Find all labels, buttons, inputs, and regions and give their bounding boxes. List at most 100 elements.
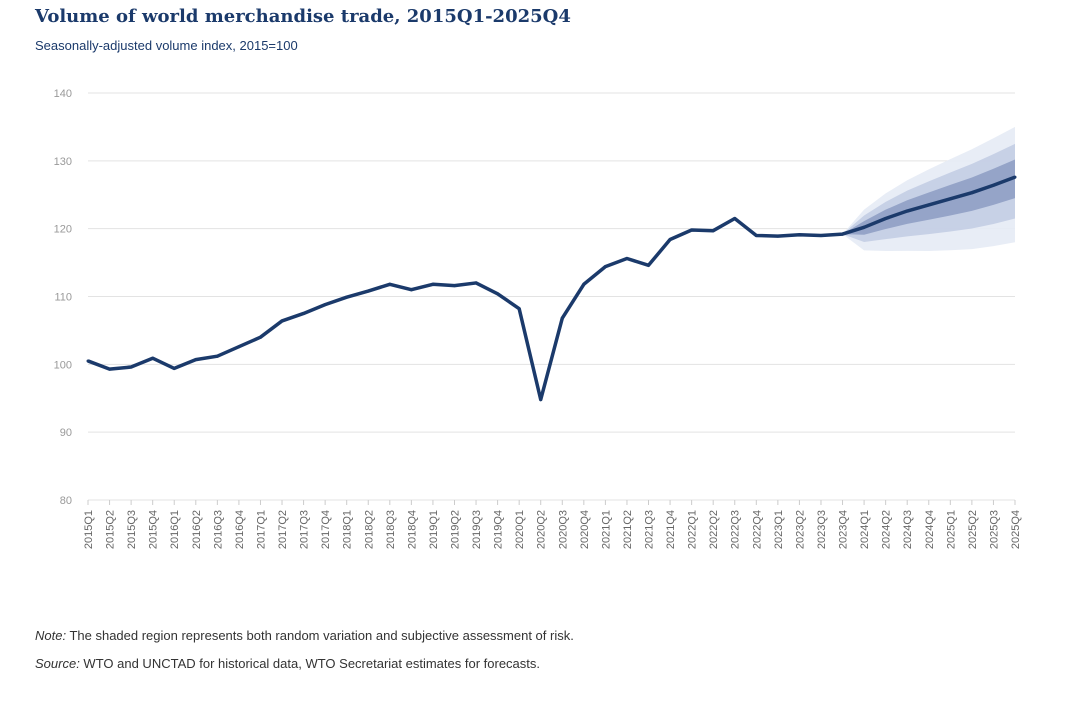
x-tick-label: 2020Q4 — [579, 510, 591, 549]
data-point — [948, 197, 952, 201]
data-point — [215, 354, 219, 358]
y-tick-label: 140 — [54, 88, 72, 100]
data-point — [280, 319, 284, 323]
data-point — [323, 303, 327, 307]
x-tick-label: 2018Q3 — [385, 510, 397, 549]
x-tick-label: 2021Q3 — [644, 510, 656, 549]
data-point — [151, 356, 155, 360]
x-tick-label: 2019Q3 — [471, 510, 483, 549]
data-point — [905, 209, 909, 213]
x-tick-label: 2017Q4 — [320, 510, 332, 549]
x-tick-label: 2024Q1 — [859, 510, 871, 549]
x-tick-label: 2018Q1 — [342, 510, 354, 549]
x-tick-label: 2017Q2 — [277, 510, 289, 549]
data-point — [474, 281, 478, 285]
data-point — [776, 234, 780, 238]
data-point — [711, 229, 715, 233]
x-tick-label: 2015Q2 — [105, 510, 117, 549]
source-label: Source: — [35, 656, 80, 671]
x-tick-label: 2024Q2 — [881, 510, 893, 549]
x-tick-label: 2015Q4 — [148, 510, 160, 549]
x-tick-label: 2023Q3 — [816, 510, 828, 549]
y-tick-label: 120 — [54, 224, 72, 236]
y-tick-label: 80 — [60, 495, 72, 507]
x-tick-label: 2023Q1 — [773, 510, 785, 549]
data-point — [970, 191, 974, 195]
x-tick-label: 2022Q3 — [730, 510, 742, 549]
data-point — [409, 288, 413, 292]
x-tick-label: 2025Q2 — [967, 510, 979, 549]
data-point — [539, 398, 543, 402]
x-tick-label: 2024Q4 — [924, 510, 936, 549]
x-tick-label: 2021Q2 — [622, 510, 634, 549]
x-tick-label: 2016Q1 — [169, 510, 181, 549]
data-point — [517, 307, 521, 311]
data-point — [647, 263, 651, 267]
x-tick-label: 2016Q4 — [234, 510, 246, 549]
data-point — [862, 225, 866, 229]
data-point — [237, 345, 241, 349]
data-point — [366, 289, 370, 293]
data-point — [690, 228, 694, 232]
data-point — [345, 295, 349, 299]
data-point — [884, 216, 888, 220]
chart-title: Volume of world merchandise trade, 2015Q… — [35, 6, 571, 27]
x-tick-label: 2015Q1 — [83, 510, 95, 549]
data-point — [668, 238, 672, 242]
data-point — [927, 203, 931, 207]
x-tick-label: 2018Q2 — [363, 510, 375, 549]
data-point — [496, 292, 500, 296]
data-point — [129, 365, 133, 369]
data-point — [431, 282, 435, 286]
x-tick-label: 2020Q2 — [536, 510, 548, 549]
source: Source: WTO and UNCTAD for historical da… — [35, 656, 540, 671]
x-tick-label: 2019Q4 — [493, 510, 505, 549]
data-point — [86, 359, 90, 363]
x-tick-label: 2022Q4 — [751, 510, 763, 549]
note-text: The shaded region represents both random… — [66, 628, 574, 643]
data-point — [108, 367, 112, 371]
data-point — [302, 311, 306, 315]
data-point — [797, 233, 801, 237]
x-tick-label: 2022Q1 — [687, 510, 699, 549]
note: Note: The shaded region represents both … — [35, 628, 574, 643]
x-tick-label: 2017Q1 — [255, 510, 267, 549]
chart-subtitle: Seasonally-adjusted volume index, 2015=1… — [35, 38, 298, 53]
x-tick-label: 2025Q1 — [945, 510, 957, 549]
y-tick-label: 110 — [54, 292, 72, 304]
data-point — [841, 232, 845, 236]
source-text: WTO and UNCTAD for historical data, WTO … — [79, 656, 541, 671]
x-tick-label: 2020Q3 — [557, 510, 569, 549]
y-tick-label: 100 — [54, 359, 72, 371]
data-point — [258, 335, 262, 339]
data-point — [560, 316, 564, 320]
data-point — [194, 358, 198, 362]
x-tick-label: 2015Q3 — [126, 510, 138, 549]
x-tick-label: 2025Q4 — [1010, 510, 1022, 549]
data-point — [1013, 175, 1017, 179]
forecast-band-inner — [842, 159, 1015, 235]
data-point — [991, 183, 995, 187]
note-label: Note: — [35, 628, 67, 643]
x-tick-label: 2023Q4 — [838, 510, 850, 549]
x-tick-label: 2023Q2 — [794, 510, 806, 549]
x-tick-label: 2016Q2 — [191, 510, 203, 549]
x-tick-label: 2022Q2 — [708, 510, 720, 549]
x-tick-label: 2017Q3 — [299, 510, 311, 549]
x-tick-label: 2021Q4 — [665, 510, 677, 549]
trade-volume-line — [87, 175, 1016, 402]
line-chart: 80 90 100 110 120 130 140 2015Q1 2015Q2 2015Q3 201… — [54, 88, 1022, 549]
data-point — [603, 265, 607, 269]
x-tick-label: 2025Q3 — [988, 510, 1000, 549]
y-tick-label: 130 — [54, 156, 72, 168]
x-tick-label: 2019Q1 — [428, 510, 440, 549]
data-point — [819, 233, 823, 237]
x-tick-label: 2024Q3 — [902, 510, 914, 549]
data-point — [388, 282, 392, 286]
y-tick-label: 90 — [60, 427, 72, 439]
data-point — [452, 284, 456, 288]
data-point — [733, 216, 737, 220]
x-tick-label: 2020Q1 — [514, 510, 526, 549]
x-tick-label: 2018Q4 — [406, 510, 418, 549]
data-point — [754, 233, 758, 237]
